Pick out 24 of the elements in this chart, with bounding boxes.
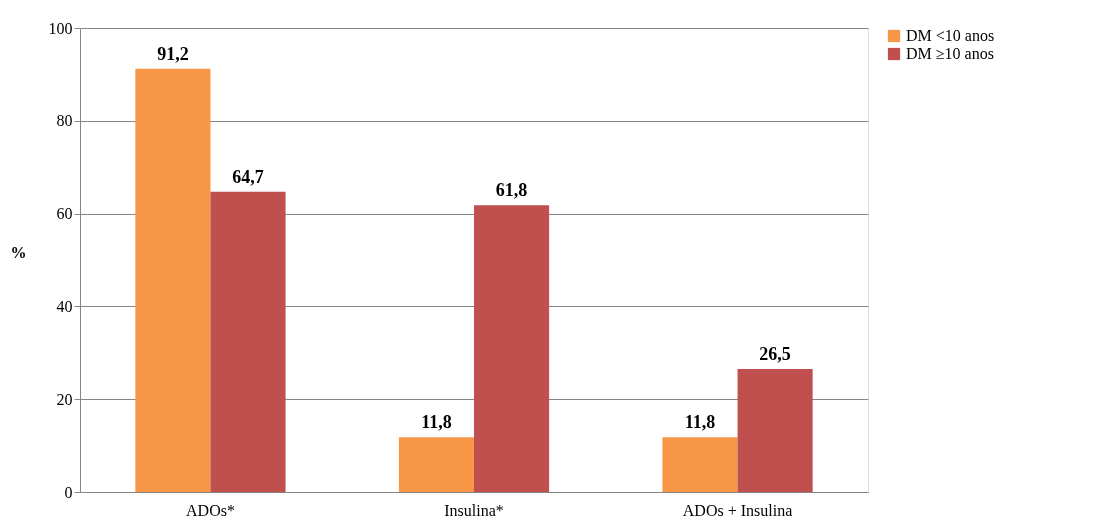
x-tick-label: ADOs + Insulina bbox=[682, 501, 793, 519]
data-label: 11,8 bbox=[421, 412, 452, 433]
bar bbox=[737, 369, 813, 492]
bar bbox=[662, 437, 738, 492]
bar bbox=[135, 68, 211, 492]
y-axis-title: % bbox=[10, 243, 27, 261]
y-tick-label: 80 bbox=[56, 112, 73, 130]
data-label: 61,8 bbox=[495, 180, 528, 201]
data-label: 64,7 bbox=[232, 166, 264, 187]
y-tick-label: 40 bbox=[56, 297, 73, 315]
data-label: 91,2 bbox=[157, 43, 189, 64]
y-tick-label: 0 bbox=[64, 483, 73, 501]
bar bbox=[210, 191, 286, 492]
legend-label: DM ≥10 anos bbox=[906, 45, 994, 62]
x-tick-label: ADOs* bbox=[186, 501, 235, 519]
legend-label: DM <10 anos bbox=[906, 27, 995, 44]
x-tick-label: Insulina* bbox=[444, 501, 504, 519]
bar bbox=[398, 437, 474, 492]
y-tick-label: 20 bbox=[56, 390, 73, 408]
y-tick-label: 60 bbox=[56, 205, 73, 223]
y-tick-label: 100 bbox=[48, 19, 73, 37]
bar bbox=[474, 205, 550, 492]
data-label: 11,8 bbox=[684, 412, 716, 433]
data-label: 26,5 bbox=[759, 344, 791, 365]
